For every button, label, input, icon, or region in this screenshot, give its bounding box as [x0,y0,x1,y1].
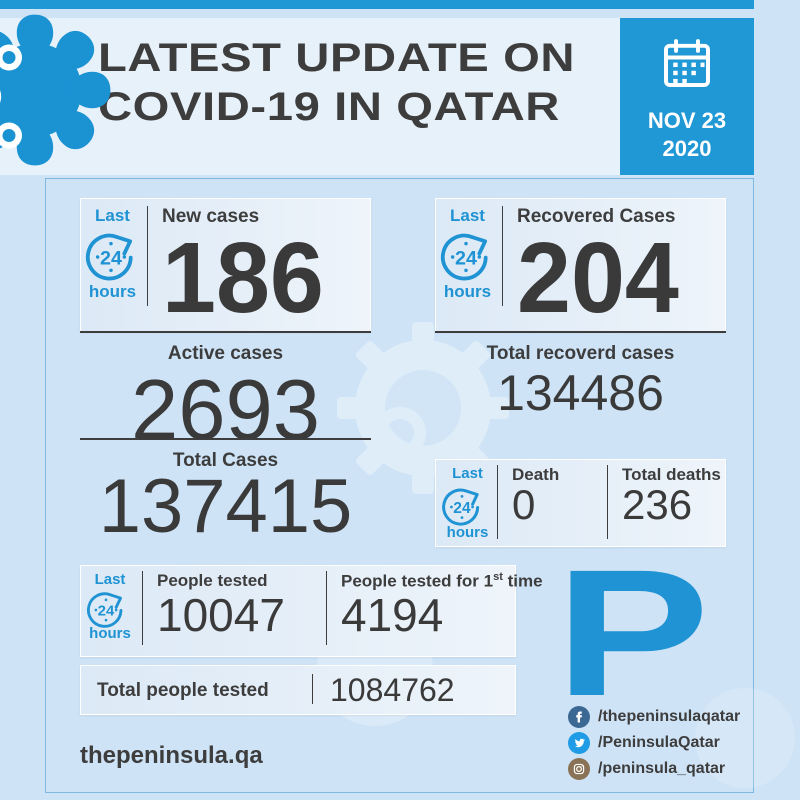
svg-text:24: 24 [453,500,471,517]
svg-text:24: 24 [100,248,122,270]
svg-text:24: 24 [98,603,115,620]
svg-text:24: 24 [455,248,477,270]
